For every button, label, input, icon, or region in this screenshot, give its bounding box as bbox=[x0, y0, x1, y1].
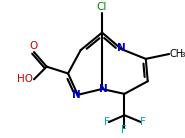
Text: F: F bbox=[140, 117, 146, 127]
Text: Cl: Cl bbox=[97, 2, 107, 12]
Text: F: F bbox=[104, 117, 110, 127]
Text: 3: 3 bbox=[180, 52, 185, 59]
Text: CH: CH bbox=[169, 49, 183, 59]
Text: N: N bbox=[72, 90, 81, 100]
Text: O: O bbox=[29, 41, 37, 51]
Text: HO: HO bbox=[17, 74, 33, 84]
Text: N: N bbox=[117, 43, 126, 53]
Text: F: F bbox=[122, 125, 127, 135]
Text: N: N bbox=[99, 84, 107, 94]
